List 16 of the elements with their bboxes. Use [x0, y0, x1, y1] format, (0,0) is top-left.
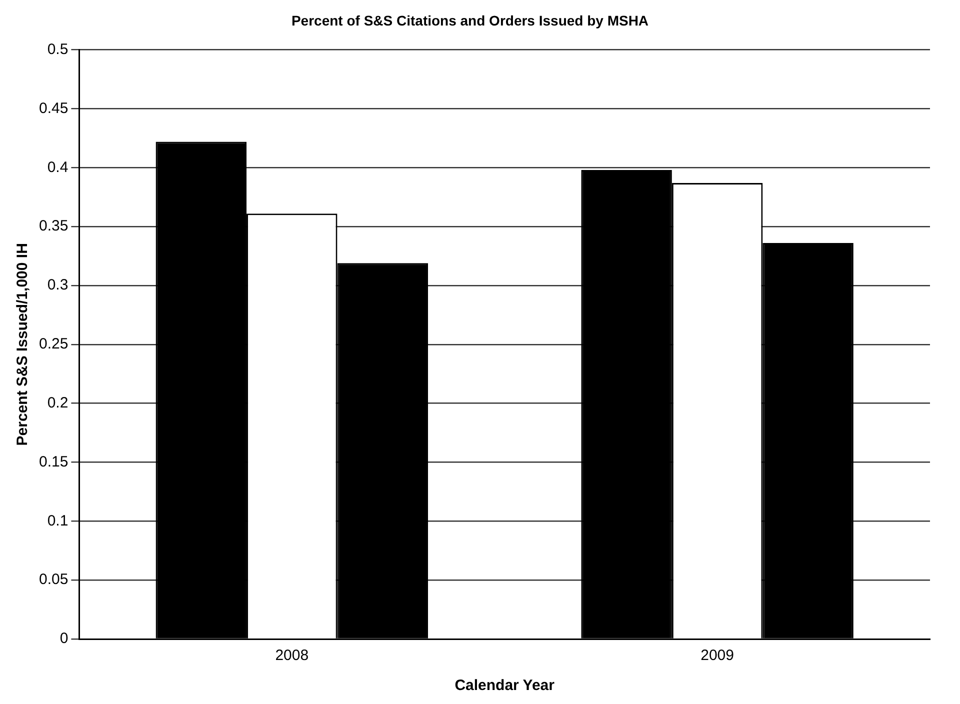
y-axis-title: Percent S&S Issued/1,000 IH: [14, 243, 32, 446]
y-tick-label: 0.3: [47, 276, 68, 294]
x-tick-label: 2009: [700, 647, 734, 664]
y-tick-label: 0.4: [47, 158, 68, 176]
y-tick-label: 0.2: [47, 394, 68, 412]
y-tick-label: 0.15: [38, 453, 68, 470]
y-tick-label: 0.35: [38, 218, 68, 235]
x-tick-label: 2008: [275, 647, 309, 664]
y-tick-label: 0.45: [38, 100, 68, 117]
chart-title: Percent of S&S Citations and Orders Issued by MSHA: [291, 12, 649, 28]
y-tick-label: 0: [60, 630, 68, 648]
y-tick-label: 0.1: [47, 512, 68, 530]
y-tick-label: 0.5: [47, 40, 68, 58]
x-axis-title: Calendar Year: [454, 677, 555, 694]
y-tick-label: 0.05: [38, 571, 68, 588]
y-tick-label: 0.25: [38, 336, 68, 353]
